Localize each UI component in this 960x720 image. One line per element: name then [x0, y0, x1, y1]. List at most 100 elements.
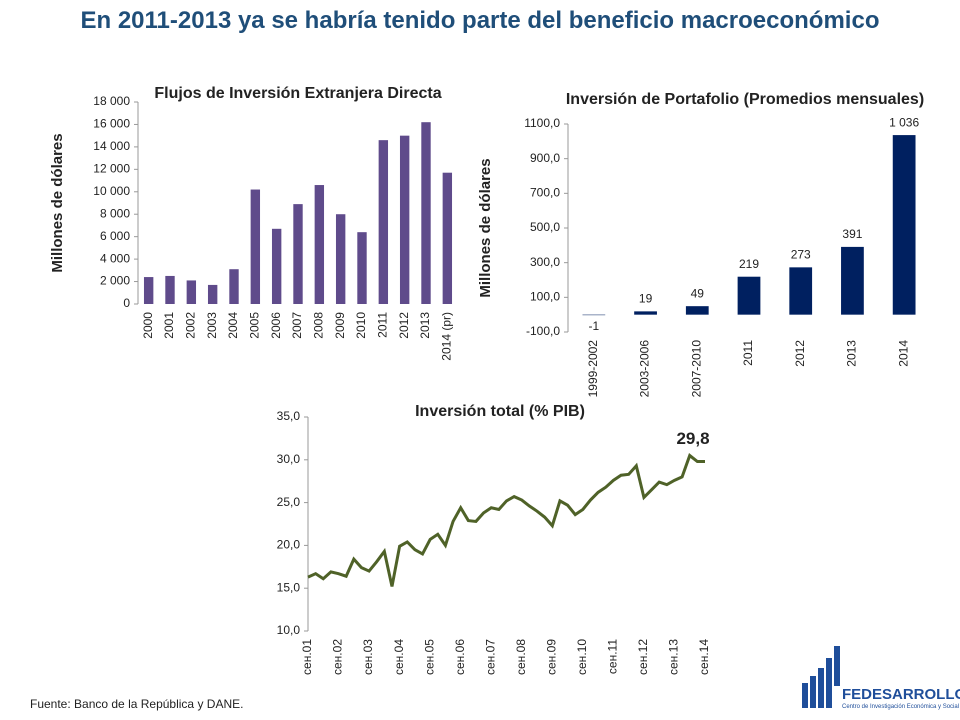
- chart-title: Flujos de Inversión Extranjera Directa: [154, 85, 442, 102]
- x-tick-label: 2006: [269, 312, 283, 339]
- annotation: 29,8: [676, 429, 709, 448]
- y-tick-label: 16 000: [93, 117, 130, 131]
- y-tick-label: 1100,0: [524, 116, 560, 130]
- x-tick-label: сен.13: [667, 639, 681, 675]
- x-tick-label: 2012: [397, 312, 411, 339]
- x-tick-label: 2014: [896, 340, 910, 367]
- y-tick-label: 25,0: [277, 495, 301, 509]
- x-tick-label: 2013: [418, 312, 432, 339]
- x-tick-label: 2004: [226, 312, 240, 339]
- x-tick-label: сен.06: [453, 639, 467, 675]
- logo-tagline: Centro de Investigación Económica y Soci…: [842, 704, 960, 710]
- x-tick-label: сен.07: [483, 639, 497, 675]
- x-tick-label: 2003-2006: [638, 340, 652, 398]
- y-tick-label: 900,0: [530, 151, 560, 165]
- x-tick-label: 2011: [741, 340, 755, 366]
- x-tick-label: 2003: [205, 312, 219, 339]
- data-label: 49: [691, 286, 705, 300]
- bar: [737, 276, 761, 315]
- y-tick-label: 10 000: [93, 184, 130, 198]
- bar: [892, 135, 916, 315]
- y-tick-label: 35,0: [277, 409, 301, 423]
- y-tick-label: 18 000: [93, 94, 130, 108]
- y-tick-label: 300,0: [530, 255, 560, 269]
- logo-name: FEDESARROLLO: [842, 686, 960, 703]
- x-tick-label: сен.11: [606, 639, 620, 674]
- data-label: 273: [791, 248, 811, 262]
- bar: [582, 314, 606, 316]
- y-tick-label: 12 000: [93, 162, 130, 176]
- y-tick-label: 0: [123, 296, 130, 310]
- y-tick-label: -100,0: [526, 324, 560, 338]
- x-tick-label: сен.12: [636, 639, 650, 675]
- bar: [250, 189, 261, 304]
- y-tick-label: 10,0: [277, 623, 301, 637]
- bar: [207, 284, 218, 304]
- x-tick-label: сен.05: [422, 639, 436, 675]
- x-tick-label: 2001: [162, 312, 176, 339]
- bar: [634, 311, 657, 315]
- x-tick-label: 2007-2010: [689, 340, 703, 398]
- y-tick-label: 4 000: [100, 251, 130, 265]
- x-tick-label: 2013: [845, 340, 859, 367]
- logo-icon: [802, 646, 840, 708]
- x-tick-label: 2008: [312, 312, 326, 339]
- y-tick-label: 8 000: [100, 206, 130, 220]
- x-tick-label: сен.03: [361, 639, 375, 675]
- y-tick-label: 20,0: [277, 538, 301, 552]
- y-axis-label: Millones de dólares: [477, 158, 494, 297]
- y-tick-label: 14 000: [93, 139, 130, 153]
- bar: [314, 185, 325, 304]
- y-tick-label: 100,0: [530, 290, 560, 304]
- y-tick-label: 15,0: [277, 580, 301, 594]
- x-tick-label: 2000: [141, 312, 155, 339]
- x-tick-label: сен.02: [331, 639, 345, 675]
- y-tick-label: 700,0: [530, 186, 560, 200]
- y-tick-label: 500,0: [530, 220, 560, 234]
- x-tick-label: 1999-2002: [586, 340, 600, 398]
- bar: [841, 246, 864, 315]
- bar: [165, 275, 175, 304]
- bar: [378, 140, 389, 304]
- x-tick-label: 2005: [248, 312, 262, 339]
- bar: [143, 277, 154, 304]
- bar: [271, 228, 282, 304]
- bar: [357, 232, 367, 304]
- x-tick-label: 2009: [333, 312, 347, 339]
- bar: [335, 214, 346, 304]
- bar: [442, 172, 453, 304]
- bar: [293, 204, 303, 304]
- y-tick-label: 6 000: [100, 229, 130, 243]
- x-tick-label: сен.01: [300, 639, 314, 675]
- data-label: 219: [739, 257, 759, 271]
- x-tick-label: сен.09: [544, 639, 558, 675]
- line: [307, 453, 705, 587]
- x-tick-label: сен.08: [514, 639, 528, 675]
- slide-title: En 2011-2013 ya se habría tenido parte d…: [80, 7, 880, 34]
- data-label: 391: [842, 227, 862, 241]
- x-tick-label: 2012: [793, 340, 807, 367]
- data-label: 19: [639, 292, 653, 306]
- x-tick-label: сен.04: [392, 639, 406, 675]
- x-tick-label: 2002: [184, 312, 198, 339]
- y-tick-label: 2 000: [100, 274, 130, 288]
- y-tick-label: 30,0: [277, 452, 301, 466]
- bar: [421, 122, 431, 304]
- chart-title: Inversión total (% PIB): [415, 403, 585, 420]
- x-tick-label: 2010: [354, 312, 368, 339]
- data-label: -1: [589, 319, 600, 333]
- x-tick-label: сен.10: [575, 639, 589, 675]
- x-tick-label: сен.14: [697, 639, 711, 675]
- bar: [685, 306, 709, 315]
- x-tick-label: 2007: [290, 312, 304, 339]
- y-axis-label: Millones de dólares: [49, 133, 66, 272]
- data-label: 1 036: [889, 115, 919, 129]
- bar: [229, 269, 239, 304]
- bar: [789, 267, 813, 315]
- bar: [399, 135, 410, 304]
- source-note: Fuente: Banco de la República y DANE.: [30, 697, 244, 711]
- bar: [186, 280, 197, 304]
- x-tick-label: 2011: [376, 312, 390, 338]
